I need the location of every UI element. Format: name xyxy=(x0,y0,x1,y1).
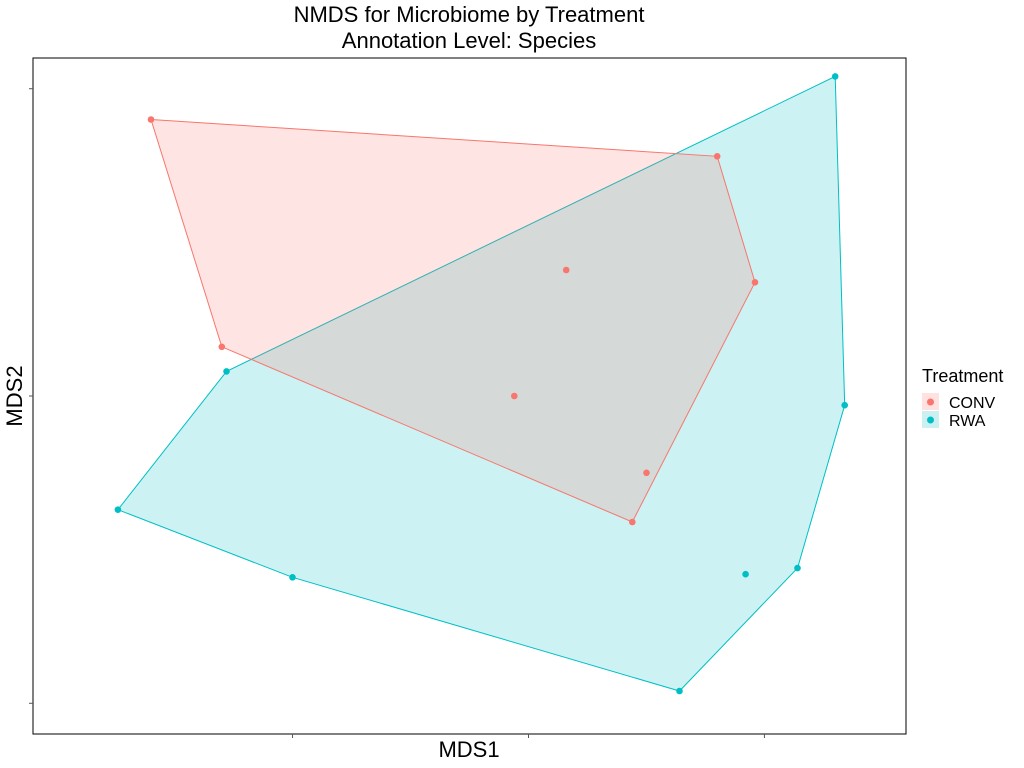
hull-rwa xyxy=(117,75,846,692)
data-point-rwa xyxy=(223,368,230,375)
data-point-rwa xyxy=(841,401,848,409)
legend-title: Treatment xyxy=(922,366,1003,386)
axis-ticks xyxy=(29,88,765,738)
data-point-conv xyxy=(511,392,518,400)
legend-label-rwa: RWA xyxy=(949,413,986,430)
chart-subtitle: Annotation Level: Species xyxy=(342,28,596,53)
data-point-rwa xyxy=(289,574,296,581)
hull-layer xyxy=(117,75,846,692)
data-point-conv xyxy=(629,518,636,526)
data-point-conv xyxy=(562,266,570,274)
data-point-rwa xyxy=(676,687,683,695)
data-point-rwa xyxy=(831,73,839,80)
data-point-rwa xyxy=(794,564,801,572)
data-point-conv xyxy=(147,116,155,123)
data-point-conv xyxy=(643,469,650,477)
data-point-conv xyxy=(218,343,226,351)
legend-label-conv: CONV xyxy=(949,395,996,412)
hull-conv xyxy=(150,118,756,523)
data-point-conv xyxy=(713,153,721,160)
legend-key-conv xyxy=(927,398,934,406)
legend-key-rwa xyxy=(927,416,934,424)
data-point-rwa xyxy=(742,570,749,578)
point-layer xyxy=(114,73,848,695)
chart-title: NMDS for Microbiome by Treatment xyxy=(294,2,645,27)
y-axis-label: MDS2 xyxy=(2,365,27,426)
x-axis-label: MDS1 xyxy=(438,737,499,762)
data-point-conv xyxy=(751,279,759,286)
data-point-rwa xyxy=(114,506,122,513)
